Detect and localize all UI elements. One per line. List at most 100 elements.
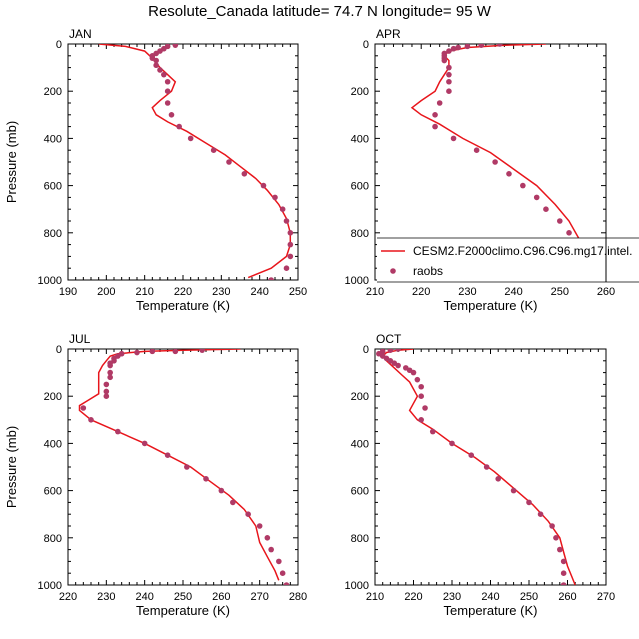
x-tick-label: 230 — [97, 591, 115, 603]
raobs-point — [141, 440, 148, 447]
raobs-point — [506, 171, 512, 177]
raobs-point — [283, 218, 290, 224]
raobs-point — [492, 159, 498, 165]
raobs-point — [468, 452, 475, 459]
raobs-point — [256, 523, 263, 529]
y-tick-label: 1000 — [345, 275, 369, 287]
raobs-point — [387, 349, 394, 353]
plot-frame — [374, 348, 607, 586]
y-tick-label: 800 — [44, 533, 62, 545]
panel-label: JAN — [69, 27, 92, 41]
raobs-point — [161, 71, 167, 78]
x-tick-label: 240 — [504, 286, 522, 298]
y-tick-label: 200 — [44, 86, 62, 98]
raobs-point — [287, 253, 294, 260]
raobs-point — [264, 535, 271, 541]
y-tick-label: 0 — [56, 344, 62, 356]
x-axis-label: Temperature (K) — [444, 298, 538, 313]
x-tick-label: 250 — [289, 286, 307, 298]
panel-oct: OCT 210 220 230 240 250 260 270 0 200 400 600 800 100… — [345, 332, 616, 618]
legend: CESM2.F2000climo.C96.C96.mg17.intel. raob… — [377, 237, 639, 283]
raobs-point — [432, 112, 438, 118]
raobs-point — [537, 511, 544, 517]
raobs-point — [455, 44, 461, 51]
x-tick-label: 250 — [551, 286, 569, 298]
raobs-point — [103, 381, 110, 388]
raobs-point — [483, 464, 490, 470]
raobs-point — [168, 112, 175, 118]
raobs-point — [560, 570, 567, 576]
raobs-point — [496, 44, 503, 47]
y-axis-label: Pressure (mb) — [4, 121, 19, 203]
x-tick-label: 220 — [59, 591, 77, 603]
raobs-point — [115, 428, 121, 435]
raobs-point — [418, 393, 425, 400]
y-tick-label: 800 — [351, 228, 369, 240]
x-axis-label: Temperature (K) — [444, 603, 538, 618]
y-tick-label: 600 — [44, 181, 62, 193]
raobs-point — [560, 582, 567, 585]
raobs-point — [268, 277, 274, 280]
raobs-point — [187, 135, 194, 142]
raobs-point — [560, 558, 567, 565]
y-tick-label: 1000 — [38, 275, 62, 287]
raobs-point — [176, 123, 182, 130]
x-tick-label: 230 — [458, 286, 476, 298]
legend-marker-swatch — [390, 268, 396, 274]
raobs-point — [164, 100, 171, 106]
raobs-point — [210, 147, 217, 153]
x-tick-label: 250 — [520, 591, 538, 603]
raobs-point — [184, 464, 190, 470]
raobs-point — [446, 48, 452, 54]
figure-title: Resolute_Canada latitude= 74.7 N longitu… — [148, 3, 492, 20]
raobs-point — [199, 349, 205, 353]
x-tick-label: 230 — [212, 286, 230, 298]
y-tick-label: 200 — [351, 391, 369, 403]
raobs-point — [164, 78, 171, 85]
x-tick-label: 240 — [250, 286, 268, 298]
y-tick-label: 400 — [351, 438, 369, 450]
panel-label: APR — [376, 27, 401, 41]
raobs-point — [283, 265, 290, 272]
raobs-point — [218, 487, 225, 494]
raobs-point — [164, 88, 171, 94]
legend-entry-raobs: raobs — [413, 264, 443, 278]
raobs-point — [279, 206, 286, 212]
raobs-point — [283, 582, 290, 585]
raobs-point — [172, 44, 179, 48]
x-tick-label: 280 — [289, 591, 307, 603]
y-tick-label: 1000 — [345, 580, 369, 592]
raobs-point — [245, 511, 251, 517]
raobs-point — [441, 57, 448, 64]
raobs-point — [395, 362, 401, 369]
raobs-point — [260, 182, 267, 189]
raobs-point — [287, 241, 294, 248]
raobs-point — [149, 349, 156, 355]
x-tick-label: 210 — [366, 591, 384, 603]
raobs-point — [276, 558, 282, 565]
raobs-point — [526, 499, 532, 506]
raobs-point — [153, 62, 159, 69]
x-tick-label: 200 — [97, 286, 115, 298]
y-tick-label: 400 — [44, 438, 62, 450]
raobs-point — [495, 476, 502, 482]
model-series-line — [98, 44, 292, 279]
raobs-point — [533, 194, 540, 201]
raobs-point — [414, 376, 421, 383]
x-axis-label: Temperature (K) — [136, 603, 230, 618]
y-tick-label: 600 — [351, 486, 369, 498]
raobs-point — [549, 523, 555, 529]
y-tick-label: 800 — [44, 228, 62, 240]
raobs-point — [446, 88, 452, 94]
raobs-point — [543, 206, 549, 212]
data-area — [98, 44, 294, 280]
raobs-point — [422, 405, 428, 411]
raobs-point — [418, 383, 425, 390]
panel-jan: JAN 190 200 210 220 230 240 250 0 200 400 600 800 100… — [4, 27, 307, 313]
x-tick-label: 190 — [59, 286, 77, 298]
raobs-point — [153, 57, 159, 64]
raobs-point — [172, 349, 179, 355]
x-tick-label: 230 — [443, 591, 461, 603]
raobs-point — [268, 546, 274, 553]
